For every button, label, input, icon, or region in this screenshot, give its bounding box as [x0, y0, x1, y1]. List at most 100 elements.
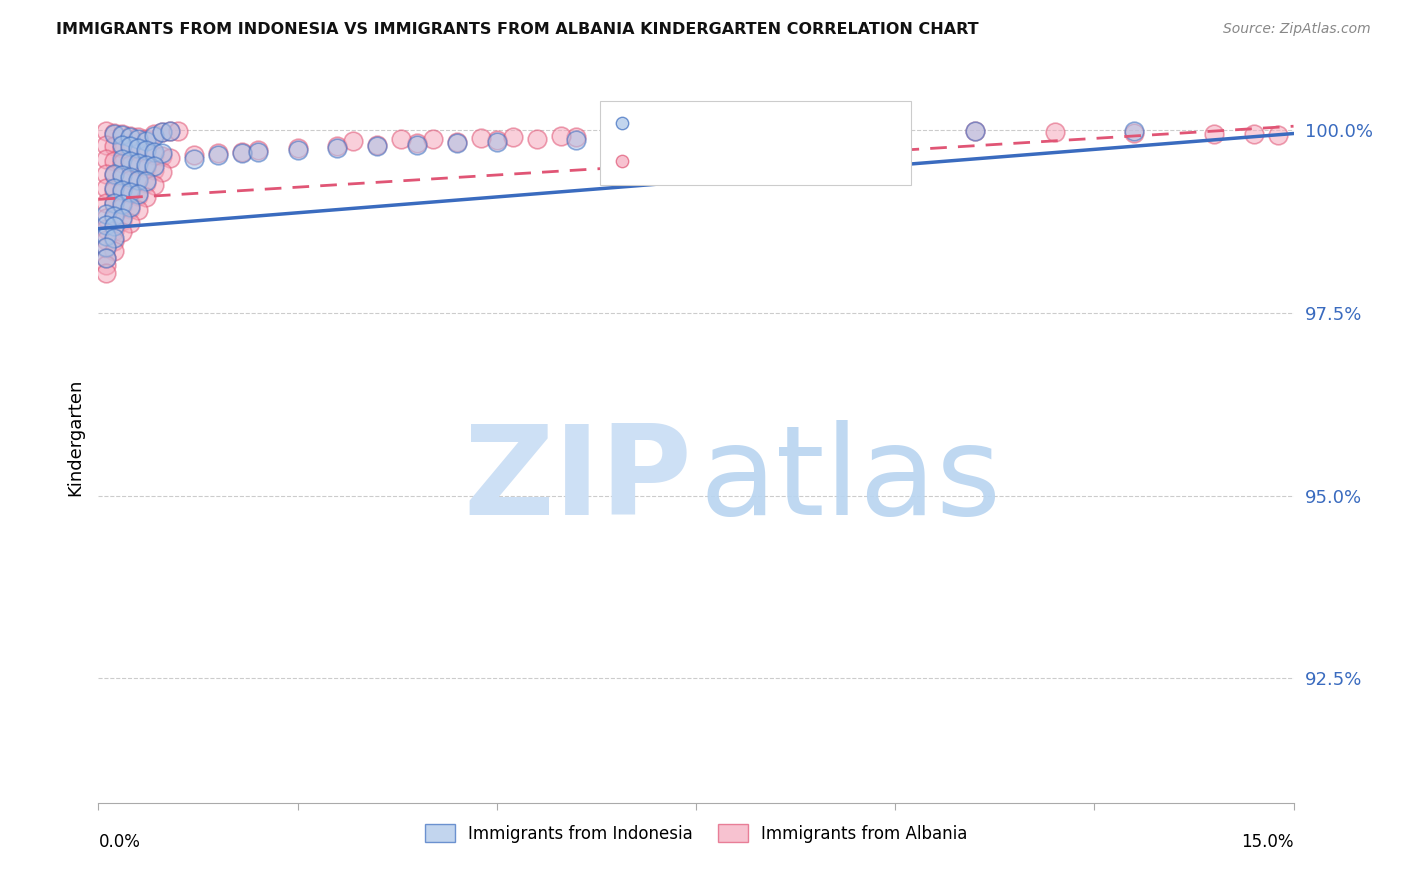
- Point: [96, 221, 118, 235]
- Point: [111, 141, 134, 155]
- Point: [111, 225, 134, 239]
- Point: [120, 158, 142, 172]
- Point: [103, 196, 125, 211]
- Point: [96, 251, 118, 265]
- Point: [565, 133, 588, 147]
- Point: [120, 202, 142, 216]
- Point: [111, 200, 134, 214]
- Point: [103, 244, 125, 258]
- Point: [550, 129, 572, 144]
- Point: [96, 211, 118, 225]
- Point: [127, 155, 149, 169]
- Point: [111, 168, 134, 182]
- Text: atlas: atlas: [700, 420, 1001, 541]
- Point: [103, 153, 125, 168]
- FancyBboxPatch shape: [600, 101, 911, 185]
- Point: [605, 131, 627, 145]
- Point: [645, 128, 668, 143]
- Text: R = 0.363   N = 59: R = 0.363 N = 59: [644, 113, 800, 131]
- Point: [963, 124, 986, 138]
- Point: [120, 130, 142, 145]
- Point: [150, 165, 173, 179]
- Point: [159, 123, 181, 137]
- Point: [1123, 123, 1146, 137]
- Point: [342, 134, 364, 148]
- Point: [804, 125, 827, 139]
- Point: [1243, 128, 1265, 142]
- Point: [111, 211, 134, 225]
- Text: 0.0%: 0.0%: [98, 833, 141, 851]
- Point: [96, 152, 118, 166]
- Point: [287, 141, 309, 155]
- Point: [135, 146, 157, 161]
- Point: [111, 152, 134, 166]
- Point: [96, 167, 118, 181]
- Point: [96, 181, 118, 195]
- Point: [103, 181, 125, 195]
- Y-axis label: Kindergarten: Kindergarten: [66, 378, 84, 496]
- Point: [111, 183, 134, 197]
- Point: [406, 137, 429, 152]
- Point: [765, 126, 787, 140]
- Point: [135, 131, 157, 145]
- Point: [135, 143, 157, 157]
- Point: [127, 187, 149, 202]
- Point: [485, 133, 508, 147]
- Point: [127, 141, 149, 155]
- Point: [111, 197, 134, 211]
- Point: [207, 146, 229, 161]
- Point: [96, 251, 118, 265]
- Point: [111, 128, 134, 142]
- Point: [135, 134, 157, 148]
- Text: IMMIGRANTS FROM INDONESIA VS IMMIGRANTS FROM ALBANIA KINDERGARTEN CORRELATION CH: IMMIGRANTS FROM INDONESIA VS IMMIGRANTS …: [56, 22, 979, 37]
- Point: [103, 168, 125, 182]
- Point: [103, 126, 125, 140]
- Point: [120, 217, 142, 231]
- Point: [111, 128, 134, 142]
- Text: R = 0.123   N = 96: R = 0.123 N = 96: [644, 152, 800, 169]
- Point: [120, 139, 142, 153]
- Point: [685, 128, 707, 142]
- Text: 15.0%: 15.0%: [1241, 833, 1294, 851]
- Text: ZIP: ZIP: [464, 420, 692, 541]
- Point: [127, 160, 149, 174]
- Point: [135, 158, 157, 172]
- Point: [103, 224, 125, 238]
- Point: [120, 170, 142, 185]
- Point: [143, 128, 166, 143]
- Point: [120, 200, 142, 214]
- Point: [96, 207, 118, 221]
- Point: [96, 229, 118, 244]
- Point: [143, 163, 166, 178]
- Point: [103, 234, 125, 248]
- Point: [183, 148, 205, 162]
- Point: [103, 209, 125, 223]
- Point: [111, 170, 134, 185]
- Point: [366, 137, 388, 152]
- Point: [127, 174, 149, 188]
- Point: [96, 258, 118, 272]
- Point: [159, 151, 181, 165]
- Point: [96, 233, 118, 247]
- Point: [143, 147, 166, 161]
- Point: [287, 144, 309, 158]
- Point: [844, 124, 866, 138]
- Point: [1043, 125, 1066, 139]
- Point: [1123, 126, 1146, 140]
- Point: [135, 190, 157, 204]
- Point: [605, 128, 627, 143]
- Point: [127, 172, 149, 186]
- Point: [446, 136, 468, 150]
- Point: [724, 128, 747, 143]
- Point: [127, 131, 149, 145]
- Point: [1202, 127, 1225, 141]
- Point: [111, 185, 134, 199]
- Point: [246, 144, 269, 158]
- Point: [127, 203, 149, 218]
- Point: [111, 137, 134, 152]
- Point: [884, 123, 907, 137]
- Point: [963, 124, 986, 138]
- Point: [120, 185, 142, 199]
- Point: [96, 241, 118, 255]
- Point: [844, 128, 866, 142]
